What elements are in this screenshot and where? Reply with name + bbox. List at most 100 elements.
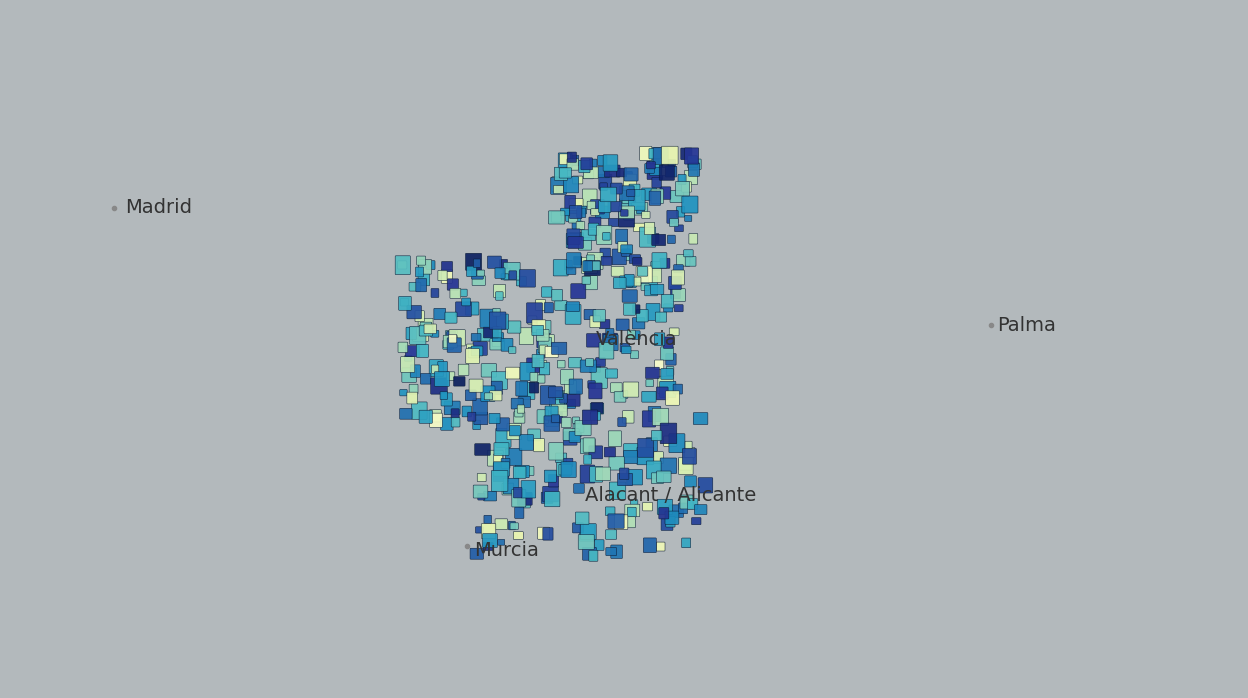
- FancyBboxPatch shape: [597, 225, 612, 244]
- FancyBboxPatch shape: [473, 342, 487, 355]
- FancyBboxPatch shape: [590, 466, 603, 482]
- FancyBboxPatch shape: [453, 377, 466, 386]
- FancyBboxPatch shape: [654, 452, 664, 463]
- FancyBboxPatch shape: [407, 392, 418, 404]
- FancyBboxPatch shape: [668, 235, 675, 244]
- FancyBboxPatch shape: [574, 484, 584, 493]
- FancyBboxPatch shape: [633, 258, 641, 265]
- FancyBboxPatch shape: [416, 311, 424, 322]
- FancyBboxPatch shape: [600, 248, 610, 258]
- FancyBboxPatch shape: [473, 420, 480, 429]
- FancyBboxPatch shape: [644, 222, 655, 235]
- FancyBboxPatch shape: [540, 386, 555, 404]
- FancyBboxPatch shape: [610, 183, 623, 194]
- FancyBboxPatch shape: [544, 334, 554, 343]
- FancyBboxPatch shape: [514, 412, 525, 423]
- FancyBboxPatch shape: [472, 346, 483, 356]
- FancyBboxPatch shape: [619, 210, 634, 227]
- FancyBboxPatch shape: [678, 174, 686, 184]
- FancyBboxPatch shape: [502, 459, 510, 468]
- FancyBboxPatch shape: [636, 447, 654, 465]
- FancyBboxPatch shape: [573, 523, 583, 533]
- FancyBboxPatch shape: [600, 183, 608, 191]
- FancyBboxPatch shape: [418, 273, 429, 285]
- FancyBboxPatch shape: [447, 338, 462, 352]
- FancyBboxPatch shape: [600, 187, 617, 202]
- FancyBboxPatch shape: [587, 255, 594, 264]
- FancyBboxPatch shape: [514, 409, 523, 417]
- FancyBboxPatch shape: [674, 265, 683, 273]
- FancyBboxPatch shape: [579, 525, 595, 541]
- FancyBboxPatch shape: [518, 396, 530, 408]
- FancyBboxPatch shape: [548, 387, 563, 398]
- FancyBboxPatch shape: [563, 432, 577, 445]
- FancyBboxPatch shape: [636, 266, 653, 283]
- FancyBboxPatch shape: [493, 284, 505, 297]
- FancyBboxPatch shape: [641, 276, 658, 288]
- FancyBboxPatch shape: [484, 491, 497, 501]
- FancyBboxPatch shape: [560, 369, 574, 385]
- FancyBboxPatch shape: [651, 253, 666, 268]
- FancyBboxPatch shape: [513, 466, 525, 478]
- FancyBboxPatch shape: [673, 289, 685, 302]
- FancyBboxPatch shape: [624, 253, 631, 261]
- FancyBboxPatch shape: [438, 362, 447, 372]
- FancyBboxPatch shape: [651, 235, 665, 246]
- FancyBboxPatch shape: [550, 408, 563, 423]
- FancyBboxPatch shape: [447, 372, 454, 380]
- FancyBboxPatch shape: [588, 261, 600, 270]
- FancyBboxPatch shape: [548, 211, 565, 224]
- FancyBboxPatch shape: [689, 163, 700, 177]
- FancyBboxPatch shape: [630, 500, 638, 508]
- FancyBboxPatch shape: [416, 267, 423, 277]
- FancyBboxPatch shape: [419, 260, 432, 274]
- FancyBboxPatch shape: [624, 303, 635, 315]
- FancyBboxPatch shape: [624, 168, 638, 181]
- FancyBboxPatch shape: [493, 327, 502, 338]
- FancyBboxPatch shape: [535, 299, 545, 311]
- FancyBboxPatch shape: [630, 351, 639, 359]
- FancyBboxPatch shape: [598, 156, 607, 166]
- FancyBboxPatch shape: [398, 297, 412, 311]
- FancyBboxPatch shape: [579, 161, 590, 172]
- FancyBboxPatch shape: [539, 362, 549, 375]
- FancyBboxPatch shape: [659, 165, 674, 180]
- FancyBboxPatch shape: [650, 148, 664, 165]
- FancyBboxPatch shape: [519, 498, 530, 508]
- FancyBboxPatch shape: [401, 357, 414, 372]
- FancyBboxPatch shape: [649, 412, 661, 422]
- FancyBboxPatch shape: [660, 423, 676, 444]
- FancyBboxPatch shape: [424, 324, 437, 334]
- FancyBboxPatch shape: [649, 268, 661, 283]
- FancyBboxPatch shape: [685, 216, 691, 221]
- FancyBboxPatch shape: [456, 302, 472, 317]
- FancyBboxPatch shape: [666, 366, 674, 376]
- FancyBboxPatch shape: [449, 329, 466, 346]
- FancyBboxPatch shape: [577, 221, 585, 230]
- FancyBboxPatch shape: [452, 417, 461, 427]
- FancyBboxPatch shape: [580, 158, 593, 170]
- FancyBboxPatch shape: [674, 304, 683, 312]
- FancyBboxPatch shape: [562, 462, 577, 477]
- FancyBboxPatch shape: [404, 355, 412, 362]
- FancyBboxPatch shape: [633, 331, 640, 339]
- FancyBboxPatch shape: [595, 467, 610, 481]
- FancyBboxPatch shape: [661, 295, 674, 308]
- FancyBboxPatch shape: [507, 424, 522, 440]
- FancyBboxPatch shape: [467, 344, 474, 350]
- FancyBboxPatch shape: [480, 309, 497, 327]
- FancyBboxPatch shape: [567, 233, 580, 248]
- FancyBboxPatch shape: [641, 392, 656, 402]
- FancyBboxPatch shape: [624, 191, 635, 204]
- FancyBboxPatch shape: [656, 542, 665, 551]
- FancyBboxPatch shape: [660, 458, 676, 473]
- FancyBboxPatch shape: [532, 355, 544, 368]
- FancyBboxPatch shape: [563, 399, 575, 408]
- FancyBboxPatch shape: [565, 195, 575, 209]
- FancyBboxPatch shape: [590, 316, 600, 327]
- FancyBboxPatch shape: [612, 267, 624, 276]
- FancyBboxPatch shape: [545, 406, 558, 420]
- FancyBboxPatch shape: [565, 304, 582, 325]
- FancyBboxPatch shape: [587, 334, 600, 347]
- FancyBboxPatch shape: [653, 148, 668, 165]
